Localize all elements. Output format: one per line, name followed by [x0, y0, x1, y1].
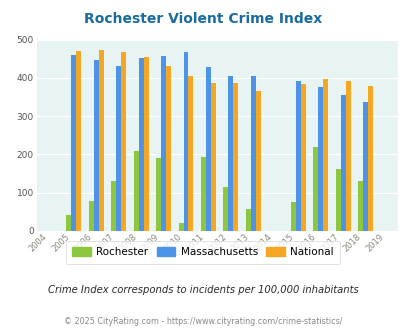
- Bar: [322, 79, 327, 231]
- Bar: [143, 57, 148, 231]
- Bar: [313, 147, 318, 231]
- Bar: [290, 202, 295, 231]
- Bar: [357, 181, 362, 231]
- Bar: [133, 151, 139, 231]
- Bar: [116, 66, 121, 231]
- Bar: [66, 215, 71, 231]
- Text: © 2025 CityRating.com - https://www.cityrating.com/crime-statistics/: © 2025 CityRating.com - https://www.city…: [64, 317, 341, 326]
- Bar: [121, 52, 126, 231]
- Bar: [161, 56, 166, 231]
- Bar: [245, 209, 250, 231]
- Bar: [71, 55, 76, 231]
- Legend: Rochester, Massachusetts, National: Rochester, Massachusetts, National: [66, 241, 339, 264]
- Bar: [228, 76, 233, 231]
- Bar: [76, 51, 81, 231]
- Bar: [211, 83, 215, 231]
- Bar: [166, 66, 171, 231]
- Bar: [233, 83, 238, 231]
- Bar: [188, 76, 193, 231]
- Bar: [250, 76, 255, 231]
- Bar: [300, 84, 305, 231]
- Bar: [295, 81, 300, 231]
- Bar: [111, 181, 116, 231]
- Bar: [98, 50, 103, 231]
- Bar: [223, 187, 228, 231]
- Bar: [178, 222, 183, 231]
- Bar: [345, 81, 350, 231]
- Bar: [89, 201, 94, 231]
- Bar: [318, 87, 322, 231]
- Bar: [340, 95, 345, 231]
- Bar: [94, 59, 98, 231]
- Bar: [139, 58, 143, 231]
- Bar: [205, 67, 211, 231]
- Text: Crime Index corresponds to incidents per 100,000 inhabitants: Crime Index corresponds to incidents per…: [47, 285, 358, 295]
- Bar: [156, 158, 161, 231]
- Bar: [335, 169, 340, 231]
- Text: Rochester Violent Crime Index: Rochester Violent Crime Index: [84, 12, 321, 25]
- Bar: [255, 91, 260, 231]
- Bar: [183, 52, 188, 231]
- Bar: [362, 102, 367, 231]
- Bar: [367, 85, 372, 231]
- Bar: [200, 157, 205, 231]
